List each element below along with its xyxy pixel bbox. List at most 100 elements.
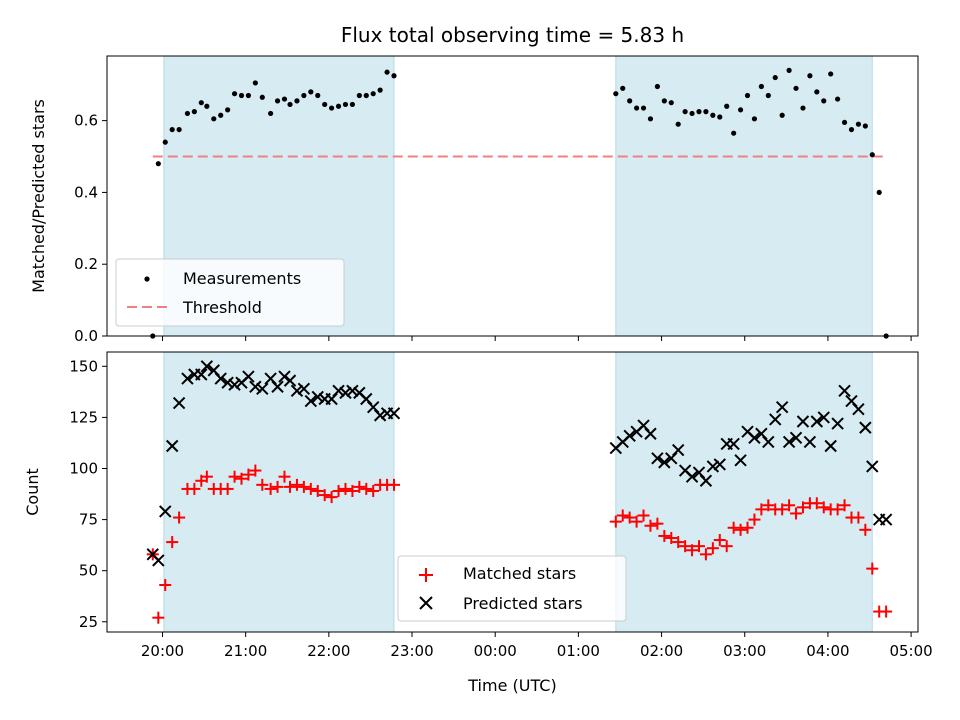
matched-star-point [790,507,803,520]
y-tick-label: 0.0 [74,327,98,345]
legend-marker-measurements [144,276,150,282]
shaded-region [615,351,873,633]
measurement-point [828,71,834,77]
measurement-point [786,67,792,73]
measurement-point [301,92,307,99]
predicted-star-point [685,470,699,483]
matched-star-point [838,499,851,512]
measurement-point [675,121,681,127]
measurement-point [737,107,744,113]
measurement-point [370,91,376,97]
matched-star-point [264,482,277,495]
measurement-point [627,98,633,104]
bottom-y-ticks: 25 50 75 100 125 150 [69,357,107,631]
measurement-point [869,152,875,158]
matched-star-point [332,484,345,497]
predicted-star-point [346,384,359,398]
y-tick-label: 50 [79,562,98,580]
measurement-point [363,92,369,99]
measurement-point [169,126,175,133]
measurement-point [758,83,764,90]
top-panel: 0.0 0.2 0.4 0.6 Flux total observing time =… [29,23,919,345]
predicted-star-point [796,415,810,428]
x-tick-label: 05:00 [889,642,932,660]
predicted-star-point [775,400,789,414]
matched-star-point [360,482,373,495]
measurement-point [268,110,274,117]
measurement-point [613,91,619,97]
legend-label-predicted: Predicted stars [463,594,583,613]
matched-star-point [242,468,255,481]
y-tick-label: 100 [69,459,98,477]
predicted-star-point [290,384,304,398]
bottom-legend: Matched stars Predicted stars [397,555,627,622]
predicted-star-point [332,384,345,398]
measurement-point [848,126,855,133]
predicted-star-point [249,380,262,393]
matched-star-point [686,544,699,557]
measurement-point [204,103,210,109]
measurement-point [218,112,224,118]
predicted-star-point [644,427,657,440]
measurement-point [682,109,688,115]
measurement-point [800,105,806,111]
measurement-point [835,96,841,102]
matched-star-point [679,540,692,553]
predicted-star-point [713,458,726,471]
measurement-point [322,101,328,108]
measurement-point [259,94,265,100]
measurement-point [274,98,281,104]
measurement-point [191,109,197,115]
matched-star-point [318,489,331,502]
predicted-stars-points [146,360,893,567]
measurement-point [640,105,647,111]
matched-star-point [235,472,248,485]
matched-star-point [278,470,291,483]
predicted-star-point [165,439,179,453]
measurement-point [281,96,288,102]
matched-star-point [699,548,712,561]
measurement-point [238,92,245,99]
measurement-point [287,101,293,108]
matched-star-point [831,503,844,516]
measurement-point [377,87,383,93]
matched-star-point [166,536,179,549]
bottom-y-axis-label: Count [23,468,42,516]
measurement-point [620,85,626,91]
measurement-point [384,69,390,75]
matched-star-point [159,578,172,591]
measurement-point [176,126,182,133]
legend-label-measurements: Measurements [183,269,301,288]
predicted-star-point [866,460,879,473]
matched-star-point [228,470,241,483]
measurement-point [342,101,349,108]
matched-star-point [658,529,671,542]
measurement-point [308,89,314,95]
predicted-star-point [271,380,284,393]
measurement-point [814,89,820,95]
matched-star-point [748,513,761,526]
y-tick-label: 75 [79,511,98,529]
predicted-star-point [278,370,291,383]
predicted-star-point [810,415,824,428]
matched-star-point [325,491,338,504]
measurement-point [634,105,640,111]
matched-star-point [249,464,262,477]
x-tick-label: 00:00 [474,642,517,660]
measurement-point [779,112,785,118]
predicted-star-point [658,456,671,469]
matched-star-point [727,521,740,534]
top-axes-frame [106,55,919,337]
predicted-star-point [283,374,297,387]
measurement-point [731,130,737,136]
x-tick-label: 23:00 [390,642,433,660]
matched-star-point [346,484,359,497]
x-tick-label: 03:00 [723,642,766,660]
measurement-point [335,103,342,109]
matched-star-point [880,605,893,618]
matched-star-point [692,540,705,553]
predicted-star-point [339,386,352,400]
predicted-star-point [824,439,837,453]
top-y-ticks: 0.0 0.2 0.4 0.6 [74,112,107,345]
